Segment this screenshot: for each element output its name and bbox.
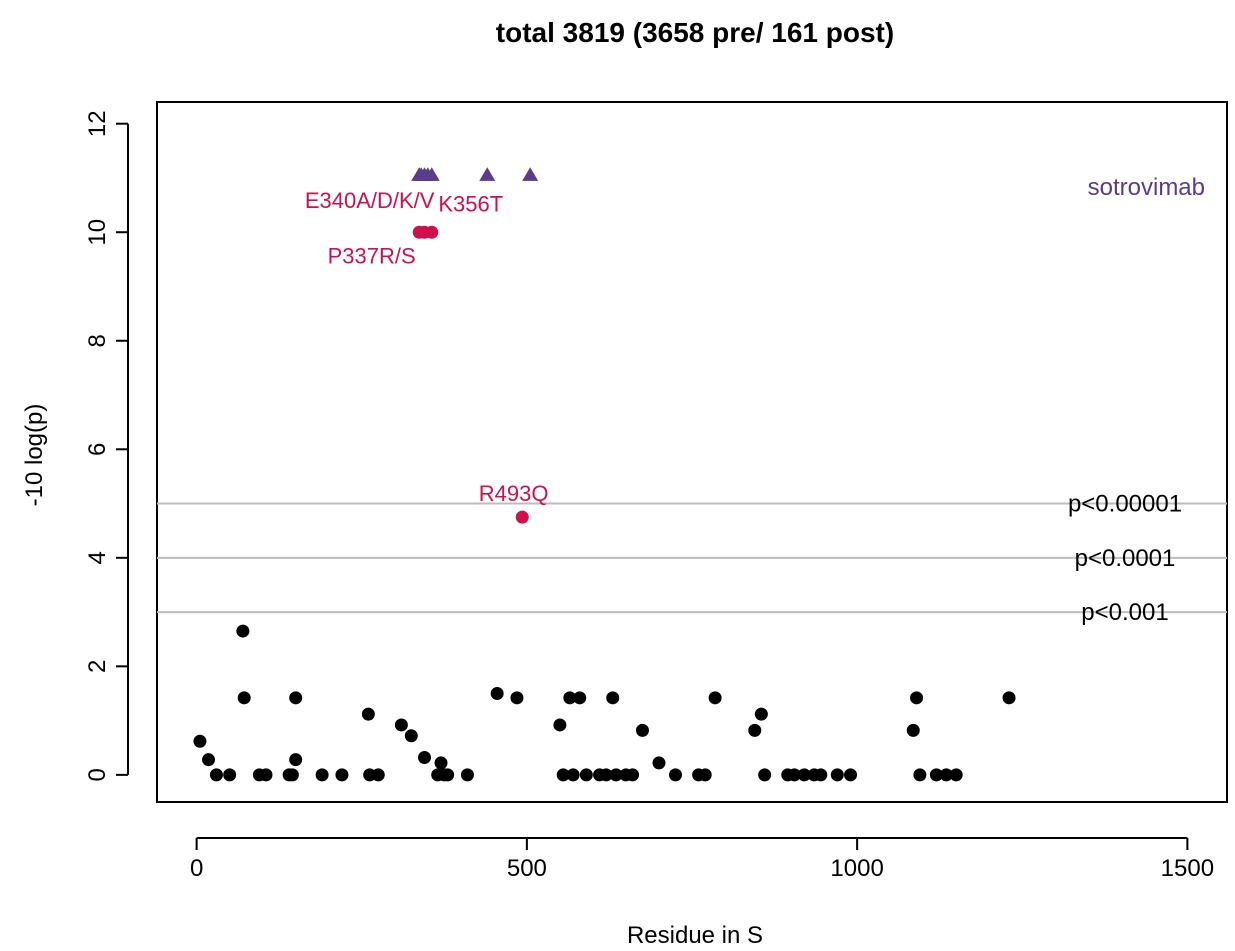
data-point [635, 723, 649, 737]
x-axis-label: Residue in S [627, 922, 763, 949]
y-tick-label: 12 [84, 110, 111, 137]
mutation-label: R493Q [479, 481, 549, 506]
mutation-label: P337R/S [328, 244, 416, 269]
data-point [404, 729, 418, 743]
data-point [460, 768, 474, 782]
mutation-label: E340A/D/K/V [305, 188, 435, 213]
data-point [797, 768, 811, 782]
data-point [202, 753, 216, 767]
data-point [490, 686, 504, 700]
data-point [335, 768, 349, 782]
data-point [626, 768, 640, 782]
chart-title: total 3819 (3658 pre/ 161 post) [496, 17, 894, 48]
threshold-label: p<0.00001 [1068, 491, 1182, 518]
data-point [708, 691, 722, 705]
data-point [668, 768, 682, 782]
data-point [906, 723, 920, 737]
x-tick-label: 500 [507, 855, 547, 882]
x-tick-label: 0 [190, 855, 203, 882]
data-point [285, 768, 299, 782]
data-point [237, 691, 251, 705]
data-point [418, 751, 431, 765]
data-point [787, 768, 801, 782]
data-points [193, 167, 1016, 782]
data-point [556, 768, 570, 782]
data-point [371, 768, 385, 782]
data-point [1002, 691, 1016, 705]
data-point [566, 768, 580, 782]
data-point [910, 691, 924, 705]
data-point [754, 707, 768, 721]
y-tick-label: 10 [84, 219, 111, 246]
data-point [573, 691, 587, 705]
data-point [579, 768, 593, 782]
y-axis: 0 2 4 6 8 10 12 [84, 110, 129, 782]
y-tick-label: 6 [84, 443, 111, 456]
x-axis: 0 500 1000 1500 [190, 837, 1214, 882]
data-point [259, 768, 273, 782]
y-tick-label: 2 [84, 660, 111, 673]
data-point [698, 768, 712, 782]
data-point [814, 768, 828, 782]
data-point [830, 768, 844, 782]
data-point [553, 718, 567, 732]
x-tick-label: 1000 [830, 855, 883, 882]
y-tick-label: 4 [84, 551, 111, 564]
antibody-site-marker [522, 167, 539, 181]
data-point [223, 768, 237, 782]
x-tick-label: 1500 [1161, 855, 1214, 882]
antibody-site-marker [423, 167, 440, 181]
mutation-label: K356T [438, 192, 503, 217]
antibody-label: sotrovimab [1088, 174, 1205, 201]
data-point [289, 753, 303, 767]
data-point [434, 756, 448, 770]
data-point [748, 723, 762, 737]
data-point [441, 768, 455, 782]
y-tick-label: 8 [84, 334, 111, 347]
data-point [609, 768, 623, 782]
data-point [361, 707, 375, 721]
data-point [844, 768, 858, 782]
significant-point [515, 510, 529, 524]
threshold-lines: p<0.00001 p<0.0001 p<0.001 [157, 491, 1227, 626]
significant-point [425, 225, 439, 239]
data-point [289, 691, 303, 705]
data-point [913, 768, 927, 782]
data-point [563, 691, 577, 705]
data-point [510, 691, 524, 705]
plot-frame [156, 101, 1228, 803]
annotations: E340A/D/K/V K356T P337R/S R493Q [305, 188, 549, 506]
y-tick-label: 0 [84, 768, 111, 781]
threshold-label: p<0.001 [1081, 599, 1168, 626]
antibody-site-marker [479, 167, 496, 181]
data-point [939, 768, 953, 782]
data-point [758, 768, 772, 782]
data-point [394, 718, 408, 732]
data-point [599, 768, 613, 782]
data-point [652, 756, 666, 770]
data-point [209, 768, 223, 782]
y-axis-label: -10 log(p) [21, 404, 48, 507]
data-point [929, 768, 943, 782]
data-point [193, 734, 207, 748]
threshold-label: p<0.0001 [1075, 545, 1176, 572]
data-point [315, 768, 329, 782]
data-point [949, 768, 963, 782]
data-point [606, 691, 620, 705]
data-point [236, 624, 250, 638]
